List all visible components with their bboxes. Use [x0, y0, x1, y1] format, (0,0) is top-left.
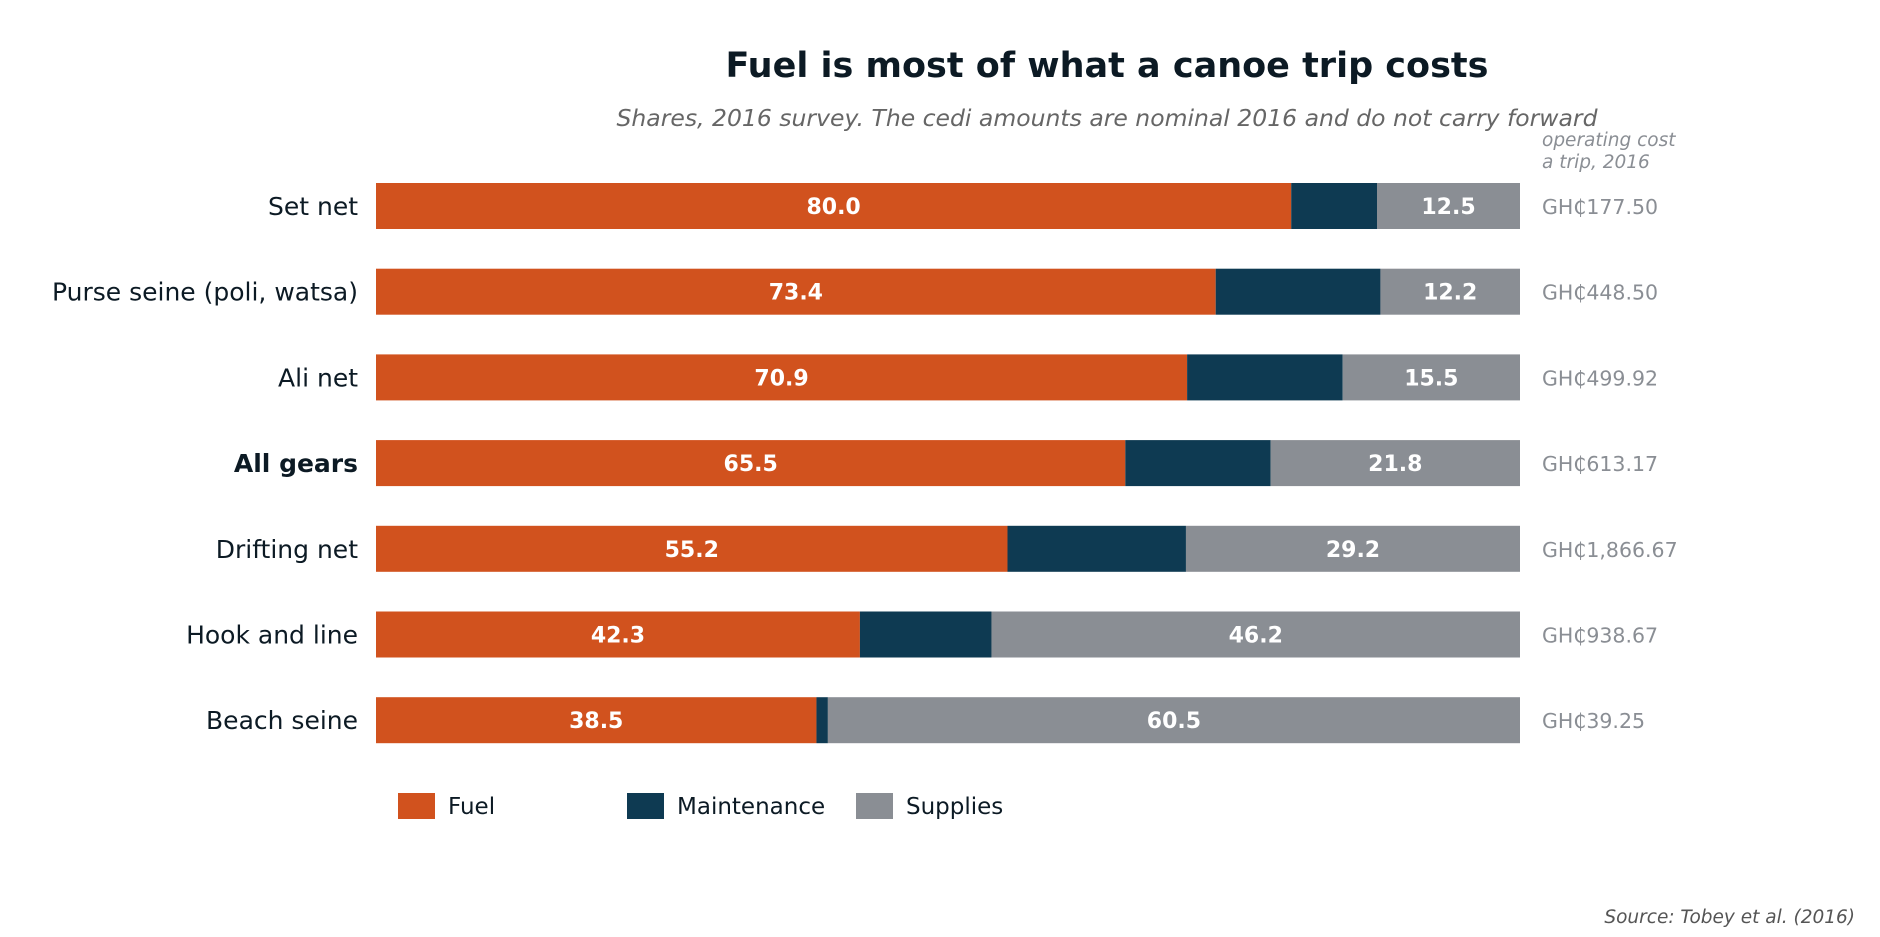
chart-source: Source: Tobey et al. (2016): [1604, 907, 1855, 928]
legend-swatch: [627, 793, 664, 819]
segment-value-label: 38.5: [569, 709, 623, 734]
legend-label: Supplies: [906, 794, 1003, 820]
category-label: Drifting net: [216, 535, 358, 564]
bar-segment-maintenance: [1187, 354, 1343, 401]
legend-label: Maintenance: [677, 794, 825, 820]
segment-value-label: 55.2: [665, 538, 719, 563]
segment-value-label: 15.5: [1404, 366, 1458, 391]
operating-cost-value: GH₵499.92: [1542, 366, 1658, 390]
bar-segment-fuel: [376, 268, 1216, 315]
segment-value-label: 46.2: [1229, 624, 1283, 649]
bar-segment-maintenance: [1215, 268, 1381, 315]
segment-value-label: 73.4: [769, 281, 823, 306]
bar-row: Drifting net 55.2 29.2 GH₵1,866.67: [216, 525, 1678, 572]
segment-value-label: 42.3: [591, 624, 645, 649]
category-label: Beach seine: [206, 706, 358, 735]
bar-segment-supplies: [991, 611, 1520, 658]
legend-item: Supplies: [856, 793, 1003, 820]
operating-cost-value: GH₵177.50: [1542, 195, 1658, 219]
bar-row: All gears 65.5 21.8 GH₵613.17: [234, 440, 1658, 487]
bar-row: Ali net 70.9 15.5 GH₵499.92: [278, 354, 1658, 401]
bar-segment-maintenance: [816, 697, 828, 744]
bar-segment-maintenance: [859, 611, 992, 658]
category-label: All gears: [234, 449, 358, 478]
legend-swatch: [398, 793, 435, 819]
bar-row: Hook and line 42.3 46.2 GH₵938.67: [186, 611, 1658, 658]
bar-segment-fuel: [376, 440, 1126, 487]
bar-segment-supplies: [1380, 268, 1520, 315]
segment-value-label: 65.5: [724, 452, 778, 477]
segment-value-label: 29.2: [1326, 538, 1380, 563]
bar-segment-supplies: [827, 697, 1520, 744]
operating-cost-value: GH₵448.50: [1542, 281, 1658, 305]
bar-row: Set net 80.0 12.5 GH₵177.50: [268, 183, 1658, 229]
operating-cost-header-line: operating cost: [1542, 130, 1676, 151]
bar-segment-fuel: [376, 697, 817, 744]
category-label: Set net: [268, 192, 358, 221]
legend-item: Fuel: [398, 793, 495, 820]
legend: Fuel Maintenance Supplies: [398, 793, 1003, 820]
chart-title: Fuel is most of what a canoe trip costs: [726, 46, 1489, 86]
category-label: Purse seine (poli, watsa): [52, 278, 358, 307]
category-label: Ali net: [278, 363, 358, 392]
bar-row: Purse seine (poli, watsa) 73.4 12.2 GH₵448.…: [52, 268, 1658, 315]
chart-subtitle: Shares, 2016 survey. The cedi amounts ar…: [616, 104, 1598, 132]
segment-value-label: 70.9: [754, 366, 808, 391]
bar-segment-fuel: [376, 611, 860, 658]
bar-rows: Set net 80.0 12.5 GH₵177.50 Purse seine (pol…: [52, 183, 1678, 744]
segment-value-label: 60.5: [1147, 709, 1201, 734]
bar-segment-fuel: [376, 525, 1008, 572]
category-label: Hook and line: [186, 621, 358, 650]
legend-swatch: [856, 793, 893, 819]
bar-segment-fuel: [376, 183, 1292, 229]
bar-row: Beach seine 38.5 60.5 GH₵39.25: [206, 697, 1645, 744]
operating-cost-value: GH₵1,866.67: [1542, 538, 1678, 562]
operating-cost-value: GH₵39.25: [1542, 709, 1645, 733]
bar-segment-maintenance: [1291, 183, 1377, 229]
segment-value-label: 80.0: [806, 195, 860, 220]
bar-segment-supplies: [1185, 525, 1520, 572]
bar-segment-supplies: [1342, 354, 1520, 401]
legend-label: Fuel: [448, 794, 495, 820]
legend-item: Maintenance: [627, 793, 825, 820]
bar-segment-maintenance: [1007, 525, 1186, 572]
segment-value-label: 12.5: [1421, 195, 1475, 220]
bar-segment-supplies: [1270, 440, 1520, 487]
bar-segment-fuel: [376, 354, 1188, 401]
bar-segment-maintenance: [1125, 440, 1271, 487]
operating-cost-value: GH₵938.67: [1542, 624, 1658, 648]
bar-segment-supplies: [1377, 183, 1520, 229]
segment-value-label: 12.2: [1423, 281, 1477, 306]
operating-cost-value: GH₵613.17: [1542, 452, 1658, 476]
operating-cost-header-line: a trip, 2016: [1542, 152, 1650, 173]
segment-value-label: 21.8: [1368, 452, 1422, 477]
